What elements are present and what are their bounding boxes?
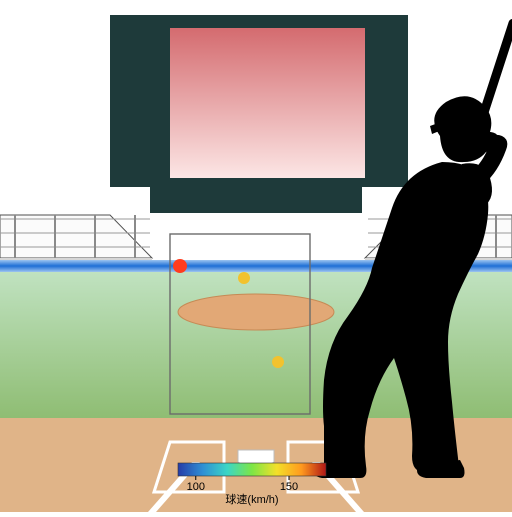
legend-label: 球速(km/h) (225, 492, 278, 506)
pitch-location-chart: 100 150球速(km/h) (0, 0, 512, 512)
legend-tick: 100 (187, 481, 205, 493)
legend-tick: 150 (280, 481, 298, 493)
speed-colorbar (178, 463, 326, 476)
chart-svg: 100 150球速(km/h) (0, 0, 512, 512)
pitch-marker (272, 356, 284, 368)
pitch-marker (173, 259, 187, 273)
pitch-marker (238, 272, 250, 284)
scoreboard-screen (170, 28, 365, 178)
